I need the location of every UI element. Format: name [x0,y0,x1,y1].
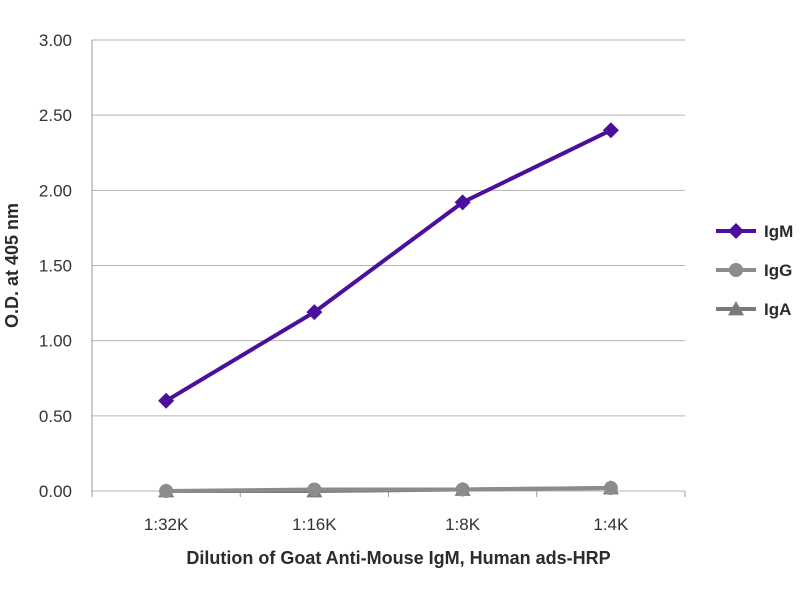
y-axis-title: O.D. at 405 nm [2,203,22,328]
series-igm [158,122,619,409]
y-tick-label: 1.00 [39,332,72,351]
legend-label: IgG [764,261,792,280]
y-tick-label: 1.50 [39,257,72,276]
series-line [166,485,611,493]
data-point [158,392,175,409]
y-tick-label: 3.00 [39,31,72,50]
legend-item-igm: IgM [716,222,793,241]
series-line [165,128,612,403]
data-point [454,194,471,211]
data-point [603,480,618,495]
y-tick-label: 2.00 [39,181,72,200]
x-tick-label: 1:4K [593,515,629,534]
legend-marker [729,263,743,277]
data-point [159,484,174,498]
x-tick-label: 1:8K [445,515,481,534]
x-tick-label: 1:32K [144,515,189,534]
legend-marker [728,301,744,316]
series-igg [159,480,618,498]
legend-item-iga: IgA [716,300,791,319]
axes: 0.00 0.50 1.00 1.50 2.00 2.50 3.00 1:32K 1:16K 1:… [39,31,686,534]
y-tick-label: 0.00 [39,482,72,501]
series-lines [158,122,619,498]
legend: IgM IgG IgA [716,222,793,319]
y-tick-label: 2.50 [39,106,72,125]
data-point [307,482,322,497]
data-point [455,482,470,497]
legend-item-igg: IgG [716,261,792,280]
x-axis-title: Dilution of Goat Anti-Mouse IgM, Human a… [186,548,610,568]
data-point [306,304,323,321]
legend-marker [728,223,744,239]
legend-label: IgM [764,222,793,241]
x-tick-label: 1:16K [292,515,337,534]
gridlines [92,39,685,492]
data-point [602,122,619,139]
legend-label: IgA [764,300,791,319]
y-tick-label: 0.50 [39,407,72,426]
